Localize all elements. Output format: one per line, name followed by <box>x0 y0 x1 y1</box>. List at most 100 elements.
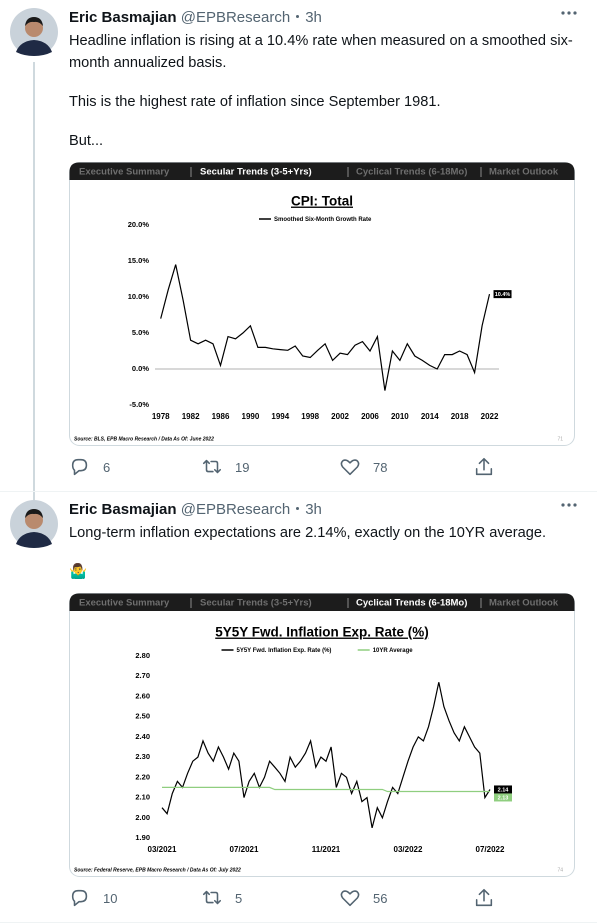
separator-dot <box>296 14 300 18</box>
tab-label: Executive Summary <box>79 598 170 609</box>
reply-count: 10 <box>103 890 118 906</box>
like-icon <box>340 890 360 907</box>
chart-image: Executive Summary Secular Trends (3-5+Yrs… <box>69 593 575 877</box>
tweet-body: Long-term inflation expectations are 2.1… <box>69 522 579 911</box>
chart-page-number: 74 <box>557 867 563 873</box>
y-tick-label: 2.60 <box>135 691 150 700</box>
y-tick-label: 2.20 <box>135 772 150 781</box>
tweet: Eric Basmajian @EPBResearch 3h Headline in… <box>0 8 597 492</box>
retweet-button[interactable]: 19 <box>201 456 249 478</box>
share-button[interactable] <box>473 456 495 478</box>
tweet-text: This is the highest rate of inflation si… <box>69 94 441 110</box>
chart-source: Source: BLS, EPB Macro Research / Data A… <box>74 436 214 442</box>
tweet-text: Headline inflation is rising at a 10.4% … <box>69 33 573 71</box>
y-tick-label: 2.70 <box>135 671 150 680</box>
author-name[interactable]: Eric Basmajian <box>69 501 177 518</box>
more-button[interactable] <box>561 10 577 16</box>
like-button[interactable]: 78 <box>339 456 387 478</box>
like-glyph <box>340 459 360 476</box>
reply-count: 6 <box>103 459 111 475</box>
more-dot <box>573 11 577 15</box>
share-icon <box>475 457 493 476</box>
tab-label: Executive Summary <box>79 167 170 178</box>
y-tick-label: 2.50 <box>135 712 150 721</box>
series-line <box>161 682 491 829</box>
y-tick-label: 1.90 <box>135 833 150 842</box>
avatar-face <box>25 511 43 529</box>
y-tick-label: 5.0% <box>132 328 149 337</box>
end-label-box <box>494 793 512 802</box>
avatar[interactable] <box>10 500 58 548</box>
retweet-icon <box>202 459 222 474</box>
reply-button[interactable]: 6 <box>69 456 110 478</box>
chart-title: CPI: Total <box>291 194 353 209</box>
tweet: Eric Basmajian @EPBResearch 3h Long-term i… <box>0 492 597 923</box>
retweet-count: 19 <box>235 459 250 475</box>
y-tick-label: 15.0% <box>128 256 150 265</box>
avatar-face <box>25 19 43 37</box>
tweet-text: Long-term inflation expectations are 2.1… <box>69 525 547 541</box>
retweet-count: 5 <box>235 890 243 906</box>
reply-icon <box>71 458 88 476</box>
x-tick-label: 2022 <box>481 412 499 421</box>
like-icon <box>340 459 360 476</box>
end-label: 2.13 <box>498 795 509 801</box>
chart-source: Source: Federal Reserve, EPB Macro Resea… <box>74 867 241 873</box>
x-tick-label: 03/2021 <box>148 845 177 854</box>
y-tick-label: 2.30 <box>135 752 150 761</box>
tab-label: Secular Trends (3-5+Yrs) <box>200 598 312 609</box>
x-tick-label: 1982 <box>182 412 200 421</box>
tab-label: Secular Trends (3-5+Yrs) <box>200 167 312 178</box>
more-button[interactable] <box>561 502 577 508</box>
chart-image: Executive Summary Secular Trends (3-5+Yrs… <box>69 162 575 446</box>
y-tick-label: 0.0% <box>132 364 149 373</box>
tweet-text: 🤷‍♂️ <box>69 564 88 580</box>
tweet-header: Eric Basmajian @EPBResearch 3h <box>69 9 322 26</box>
share-button[interactable] <box>473 887 495 909</box>
like-count: 56 <box>373 890 388 906</box>
x-tick-label: 2018 <box>451 412 469 421</box>
author-name[interactable]: Eric Basmajian <box>69 9 177 26</box>
timestamp[interactable]: 3h <box>305 501 322 518</box>
legend-label: Smoothed Six-Month Growth Rate <box>274 217 372 223</box>
reply-glyph <box>71 458 88 476</box>
like-button[interactable]: 56 <box>339 887 387 909</box>
tab-bar <box>69 162 575 180</box>
x-tick-label: 1990 <box>242 412 260 421</box>
author-handle[interactable]: @EPBResearch <box>180 9 291 26</box>
y-tick-label: 2.10 <box>135 793 150 802</box>
more-dot <box>561 503 565 507</box>
like-glyph <box>340 890 360 907</box>
end-label-box <box>493 290 512 299</box>
x-tick-label: 2010 <box>391 412 409 421</box>
y-tick-label: 2.80 <box>135 651 150 660</box>
retweet-glyph <box>202 459 222 474</box>
y-tick-label: 20.0% <box>128 220 150 229</box>
author-handle[interactable]: @EPBResearch <box>180 501 291 518</box>
reply-button[interactable]: 10 <box>69 887 117 909</box>
x-tick-label: 07/2022 <box>476 845 505 854</box>
tab-label: Cyclical Trends (6-18Mo) <box>356 598 467 609</box>
x-tick-label: 2006 <box>361 412 379 421</box>
x-tick-label: 1994 <box>271 412 289 421</box>
chart-page-number: 71 <box>557 436 563 442</box>
avatar[interactable] <box>10 8 58 56</box>
more-dot <box>573 503 577 507</box>
end-label: 2.14 <box>498 787 510 793</box>
x-tick-label: 2002 <box>331 412 349 421</box>
reply-icon <box>71 889 88 907</box>
x-tick-label: 1986 <box>212 412 230 421</box>
reply-glyph <box>71 889 88 907</box>
x-tick-label: 07/2021 <box>230 845 259 854</box>
y-tick-label: 2.00 <box>135 813 150 822</box>
separator-dot <box>296 506 300 510</box>
more-dot <box>561 11 565 15</box>
tab-bar <box>69 593 575 611</box>
retweet-button[interactable]: 5 <box>201 887 242 909</box>
more-dot <box>567 11 571 15</box>
tweet-actions: 6 19 78 <box>69 456 579 480</box>
timestamp[interactable]: 3h <box>305 9 322 26</box>
y-tick-label: 2.40 <box>135 732 150 741</box>
